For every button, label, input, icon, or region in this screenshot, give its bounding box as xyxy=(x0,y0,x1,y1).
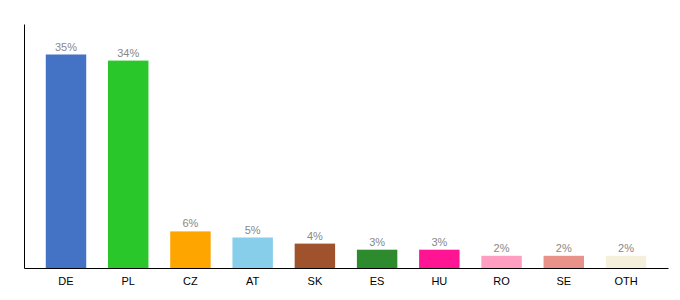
data-label: 2% xyxy=(494,242,510,254)
x-tick: RO xyxy=(493,275,510,287)
x-tick: AT xyxy=(246,275,260,287)
data-label: 4% xyxy=(307,230,323,242)
x-tick: SK xyxy=(308,275,323,287)
data-label: 6% xyxy=(182,217,198,229)
x-tick-label: SE xyxy=(556,275,571,287)
data-label: 5% xyxy=(245,224,261,236)
x-tick-label: OTH xyxy=(614,275,637,287)
x-tick-label: AT xyxy=(246,275,260,287)
x-tick-label: CZ xyxy=(183,275,198,287)
bar xyxy=(295,244,335,268)
x-axis: DE PL CZ AT SK ES HU RO SE OTH xyxy=(25,269,669,287)
bar xyxy=(481,256,521,268)
bar xyxy=(170,231,210,268)
x-tick: PL xyxy=(121,275,134,287)
x-tick: ES xyxy=(370,275,385,287)
x-tick-label: HU xyxy=(431,275,447,287)
data-label: 34% xyxy=(117,47,139,59)
x-tick-label: SK xyxy=(308,275,323,287)
bar xyxy=(357,250,397,268)
x-tick-label: RO xyxy=(493,275,510,287)
x-tick: OTH xyxy=(614,275,637,287)
bar xyxy=(606,256,646,268)
bar xyxy=(108,61,148,268)
data-labels: 35% 34% 6% 5% 4% 3% 3% 2% 2% 2% xyxy=(55,41,634,254)
bars xyxy=(46,55,646,269)
x-tick: DE xyxy=(58,275,73,287)
bar xyxy=(544,256,584,268)
y-axis-line xyxy=(24,25,25,269)
data-label: 3% xyxy=(369,236,385,248)
x-tick: SE xyxy=(556,275,571,287)
data-label: 2% xyxy=(618,242,634,254)
chart-container: DE PL CZ AT SK ES HU RO SE OTH 35% 34% 6% 5% 4% 3% 3% 2% 2… xyxy=(0,0,680,300)
bar xyxy=(419,250,459,268)
data-label: 3% xyxy=(431,236,447,248)
bar xyxy=(232,238,272,269)
x-axis-line xyxy=(25,268,669,269)
x-tick: HU xyxy=(431,275,447,287)
bar xyxy=(46,55,86,269)
x-tick-label: PL xyxy=(121,275,134,287)
data-label: 35% xyxy=(55,41,77,53)
x-tick-label: DE xyxy=(58,275,73,287)
data-label: 2% xyxy=(556,242,572,254)
y-axis xyxy=(24,25,25,269)
x-tick: CZ xyxy=(183,275,198,287)
plot-area: DE PL CZ AT SK ES HU RO SE OTH 35% 34% 6% 5% 4% 3% 3% 2% 2… xyxy=(25,25,669,287)
chart-svg: DE PL CZ AT SK ES HU RO SE OTH 35% 34% 6% 5% 4% 3% 3% 2% 2… xyxy=(0,0,680,300)
x-tick-label: ES xyxy=(370,275,385,287)
